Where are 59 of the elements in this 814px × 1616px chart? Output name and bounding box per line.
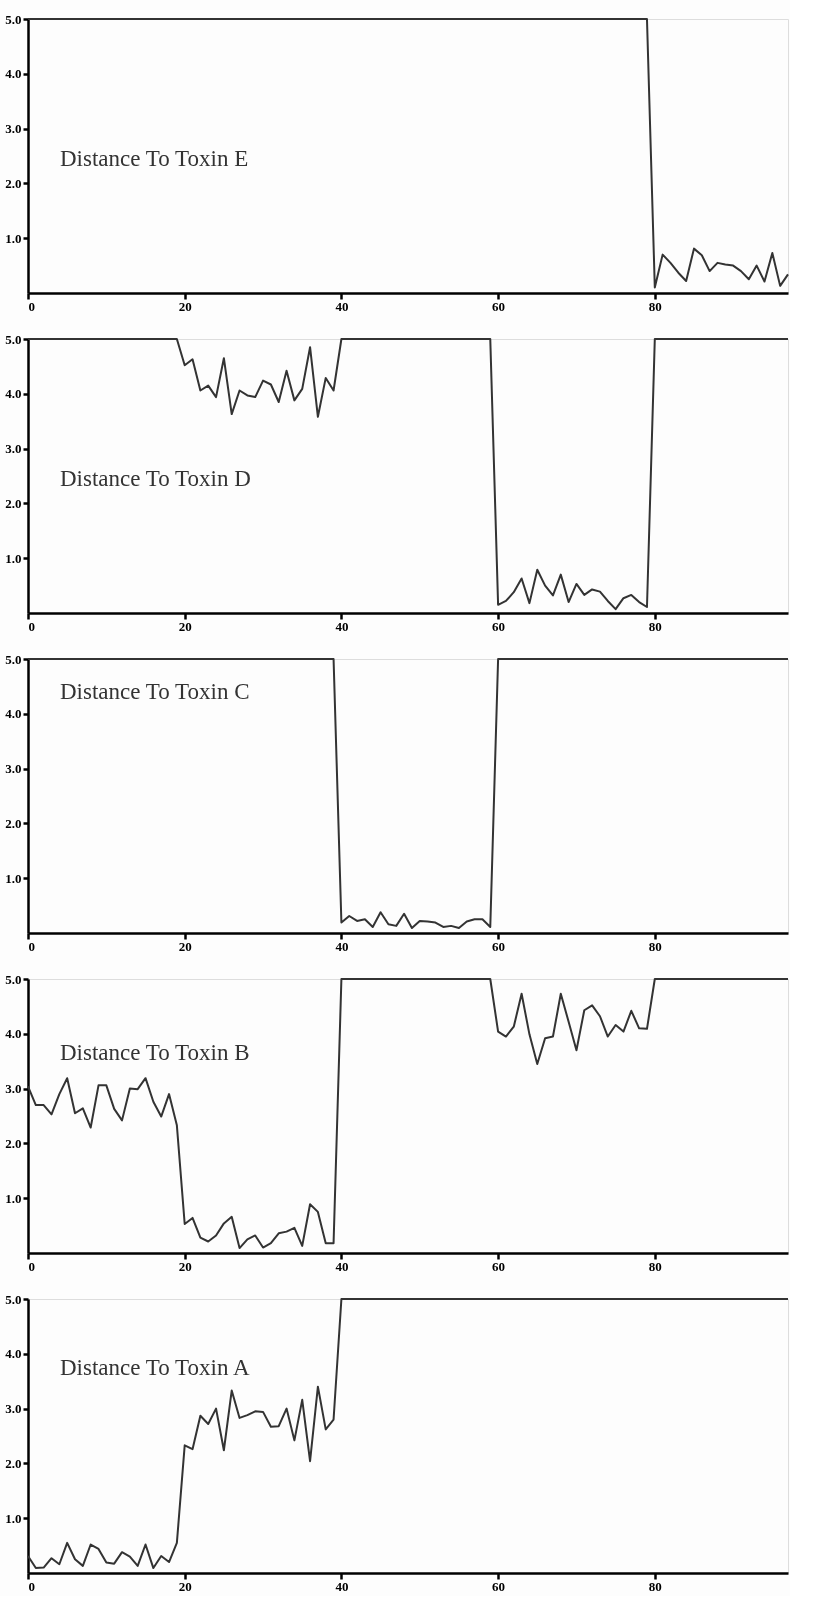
y-tick-label: 4.0 <box>5 1346 22 1362</box>
x-tick-label: 80 <box>648 298 662 314</box>
y-tick-label: 1.0 <box>5 870 22 886</box>
y-tick-label: 3.0 <box>5 121 22 137</box>
y-tick-label: 2.0 <box>5 495 22 511</box>
text: Distance To Toxin A <box>60 1354 250 1380</box>
x-tick-label: 60 <box>492 938 506 954</box>
text: Distance To Toxin B <box>60 1039 250 1065</box>
y-tick-label: 1.0 <box>5 1510 22 1526</box>
text: Distance To Toxin C <box>60 678 250 704</box>
x-tick-label: 80 <box>648 618 662 634</box>
x-tick-label: 60 <box>492 1258 506 1274</box>
line-series <box>27 18 789 289</box>
text: Distance To Toxin D <box>60 465 251 491</box>
text: Distance To Toxin E <box>60 145 249 171</box>
x-tick-label: 40 <box>335 298 349 314</box>
y-tick-label: 4.0 <box>5 66 22 82</box>
line-series <box>27 658 789 930</box>
y-tick-label: 3.0 <box>5 1401 22 1417</box>
x-tick-label: 0 <box>28 298 35 314</box>
x-tick-label: 80 <box>648 1258 662 1274</box>
x-tick-label: 40 <box>335 618 349 634</box>
x-tick-label: 0 <box>28 1258 35 1274</box>
x-tick-label: 60 <box>492 1578 506 1594</box>
x-tick-label: 80 <box>648 1578 662 1594</box>
x-tick-label: 80 <box>648 938 662 954</box>
y-tick-label: 1.0 <box>5 550 22 566</box>
line-series <box>27 1298 789 1570</box>
y-tick-label: 5.0 <box>5 11 22 27</box>
y-tick-label: 5.0 <box>5 971 22 987</box>
y-tick-label: 2.0 <box>5 1455 22 1471</box>
y-tick-label: 5.0 <box>5 1291 22 1307</box>
x-tick-label: 60 <box>492 618 506 634</box>
y-tick-label: 1.0 <box>5 230 22 246</box>
x-tick-label: 20 <box>178 298 192 314</box>
x-tick-label: 20 <box>178 938 192 954</box>
y-tick-label: 2.0 <box>5 815 22 831</box>
x-tick-label: 60 <box>492 298 506 314</box>
x-tick-label: 0 <box>28 618 35 634</box>
x-tick-label: 20 <box>178 1578 192 1594</box>
x-tick-label: 40 <box>335 938 349 954</box>
y-tick-label: 3.0 <box>5 1081 22 1097</box>
x-tick-label: 0 <box>28 938 35 954</box>
y-tick-label: 2.0 <box>5 175 22 191</box>
y-tick-label: 4.0 <box>5 1026 22 1042</box>
y-tick-label: 4.0 <box>5 706 22 722</box>
x-tick-label: 20 <box>178 1258 192 1274</box>
x-tick-label: 40 <box>335 1578 349 1594</box>
x-tick-label: 40 <box>335 1258 349 1274</box>
y-tick-label: 1.0 <box>5 1190 22 1206</box>
y-tick-label: 3.0 <box>5 441 22 457</box>
line-series <box>27 978 789 1250</box>
x-tick-label: 0 <box>28 1578 35 1594</box>
y-tick-label: 3.0 <box>5 761 22 777</box>
x-tick-label: 20 <box>178 618 192 634</box>
y-tick-label: 5.0 <box>5 651 22 667</box>
y-tick-label: 4.0 <box>5 386 22 402</box>
y-tick-label: 2.0 <box>5 1135 22 1151</box>
y-tick-label: 5.0 <box>5 331 22 347</box>
